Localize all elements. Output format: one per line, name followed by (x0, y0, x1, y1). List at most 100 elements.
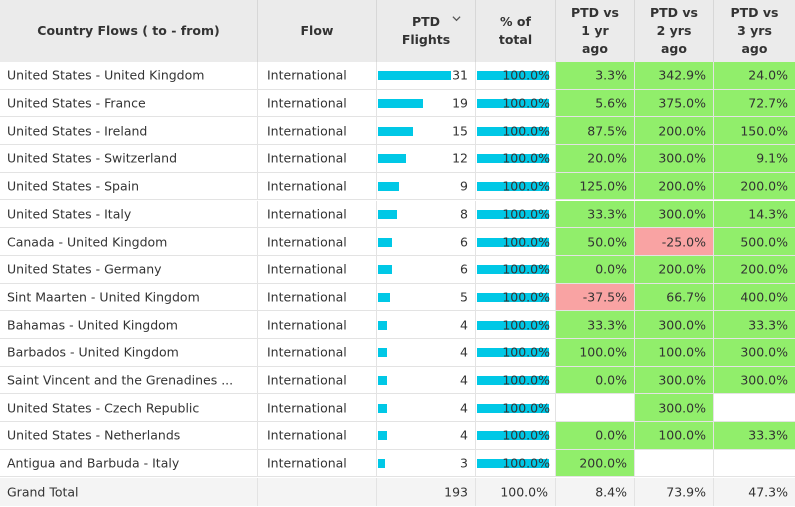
vs-3yrs-value: 33.3% (748, 317, 788, 333)
ptd-flights-cell: 4 (377, 422, 476, 449)
pct-total-value: 100.0% (502, 178, 550, 194)
pct-total-bar (477, 237, 549, 247)
country-flow-label: United States - Germany (7, 261, 162, 277)
vs-2yrs-cell: 100.0% (635, 422, 714, 449)
country-cell: United States - Czech Republic (0, 394, 258, 422)
col-header-pct-total[interactable]: % of total (476, 0, 556, 62)
vs-1yr-value: 0.0% (595, 261, 627, 277)
vs-3yrs-value: 200.0% (740, 261, 788, 277)
chevron-down-icon[interactable] (452, 14, 461, 23)
pct-total-cell: 100.0% (476, 62, 556, 89)
flow-cell: International (258, 145, 377, 172)
vs-2yrs-cell: 200.0% (635, 172, 714, 200)
table-row[interactable]: United States - France International 19 100… (0, 89, 795, 118)
ptd-flights-bar (378, 376, 387, 386)
pct-total-cell: 100.0% (476, 366, 556, 394)
pct-total-value: 100.0% (502, 150, 550, 166)
pct-total-value: 100.0% (502, 455, 550, 471)
country-cell: United States - Italy (0, 200, 258, 228)
table-row[interactable]: Bahamas - United Kingdom International 4 10… (0, 311, 795, 339)
ptd-flights-bar (378, 182, 399, 192)
country-flow-label: Barbados - United Kingdom (7, 344, 179, 360)
table-row[interactable]: Barbados - United Kingdom International 4 1… (0, 339, 795, 367)
ptd-flights-bar (378, 431, 387, 441)
ptd-flights-cell: 15 (377, 117, 476, 145)
ptd-flights-bar (378, 459, 385, 469)
pct-total-bar (477, 71, 549, 81)
vs-1yr-cell: 33.3% (556, 311, 635, 338)
table-row[interactable]: Sint Maarten - United Kingdom Internation… (0, 283, 795, 312)
table-row[interactable]: United States - Germany International 6 100… (0, 255, 795, 284)
vs-1yr-value: 5.6% (595, 95, 627, 111)
pct-total-value: 100.0% (502, 123, 550, 139)
country-cell: Bahamas - United Kingdom (0, 311, 258, 338)
pct-total-bar (477, 265, 549, 275)
country-cell: United States - France (0, 89, 258, 117)
flow-type-label: International (267, 67, 347, 83)
vs-2yrs-cell: 200.0% (635, 255, 714, 283)
col-header-ptd-flights[interactable]: PTD Flights (377, 0, 476, 62)
table-row[interactable]: Antigua and Barbuda - Italy International… (0, 449, 795, 478)
ptd-flights-value: 4 (460, 427, 468, 443)
vs-1yr-cell: -37.5% (556, 283, 635, 311)
country-flow-label: United States - France (7, 95, 146, 111)
country-cell: Sint Maarten - United Kingdom (0, 283, 258, 311)
ptd-flights-bar (378, 320, 387, 330)
vs-3yrs-cell: 9.1% (714, 145, 795, 172)
grand-total-vs-3yrs: 47.3% (748, 484, 788, 499)
ptd-flights-value: 4 (460, 317, 468, 333)
pct-total-bar (477, 403, 549, 413)
country-flow-label: Antigua and Barbuda - Italy (7, 455, 180, 471)
flow-type-label: International (267, 400, 347, 416)
vs-3yrs-value: 14.3% (748, 206, 788, 222)
vs-1yr-cell: 20.0% (556, 145, 635, 172)
pct-total-value: 100.0% (502, 261, 550, 277)
col-header-vs-2yrs[interactable]: PTD vs 2 yrs ago (635, 0, 714, 62)
country-cell: United States - Germany (0, 255, 258, 283)
table-row[interactable]: United States - Spain International 9 100.0… (0, 172, 795, 201)
ptd-flights-value: 4 (460, 344, 468, 360)
ptd-flights-value: 4 (460, 400, 468, 416)
pct-total-bar (477, 99, 549, 109)
vs-2yrs-cell: 300.0% (635, 145, 714, 172)
ptd-flights-bar (378, 292, 390, 302)
country-cell: United States - Spain (0, 172, 258, 200)
flow-cell: International (258, 366, 377, 394)
country-cell: United States - Switzerland (0, 145, 258, 172)
vs-1yr-cell: 100.0% (556, 339, 635, 366)
vs-3yrs-cell: 200.0% (714, 255, 795, 283)
table-row[interactable]: United States - Italy International 8 100.0… (0, 200, 795, 229)
pct-total-value: 100.0% (502, 317, 550, 333)
table-row[interactable]: United States - Netherlands International… (0, 422, 795, 450)
ptd-flights-cell: 5 (377, 283, 476, 311)
vs-1yr-cell: 125.0% (556, 172, 635, 200)
pct-total-value: 100.0% (502, 95, 550, 111)
table-row[interactable]: United States - Czech Republic Internatio… (0, 394, 795, 423)
country-flow-label: Sint Maarten - United Kingdom (7, 289, 200, 305)
ptd-flights-bar (378, 265, 392, 275)
vs-1yr-value: 200.0% (579, 455, 627, 471)
vs-1yr-value: 33.3% (587, 206, 627, 222)
table-row[interactable]: United States - Switzerland International… (0, 145, 795, 173)
pct-total-bar (477, 348, 549, 358)
table-row[interactable]: United States - Ireland International 15 10… (0, 117, 795, 146)
col-header-vs-1yr[interactable]: PTD vs 1 yr ago (556, 0, 635, 62)
flow-type-label: International (267, 289, 347, 305)
vs-3yrs-value: 33.3% (748, 427, 788, 443)
vs-2yrs-cell: 300.0% (635, 200, 714, 228)
pct-total-value: 100.0% (502, 67, 550, 83)
ptd-flights-cell: 4 (377, 311, 476, 338)
vs-2yrs-value: 300.0% (658, 317, 706, 333)
country-cell: United States - Netherlands (0, 422, 258, 449)
table-row[interactable]: United States - United Kingdom Internatio… (0, 62, 795, 90)
vs-2yrs-cell: 300.0% (635, 394, 714, 422)
col-header-vs-3yrs[interactable]: PTD vs 3 yrs ago (730, 5, 779, 56)
table-row[interactable]: Canada - United Kingdom International 6 100… (0, 228, 795, 256)
vs-2yrs-cell: 100.0% (635, 339, 714, 366)
vs-2yrs-cell: 342.9% (635, 62, 714, 89)
col-header-country[interactable]: Country Flows ( to - from) (0, 0, 258, 62)
col-header-flow[interactable]: Flow (258, 0, 377, 62)
table-row[interactable]: Saint Vincent and the Grenadines ... Inte… (0, 366, 795, 395)
flow-type-label: International (267, 261, 347, 277)
